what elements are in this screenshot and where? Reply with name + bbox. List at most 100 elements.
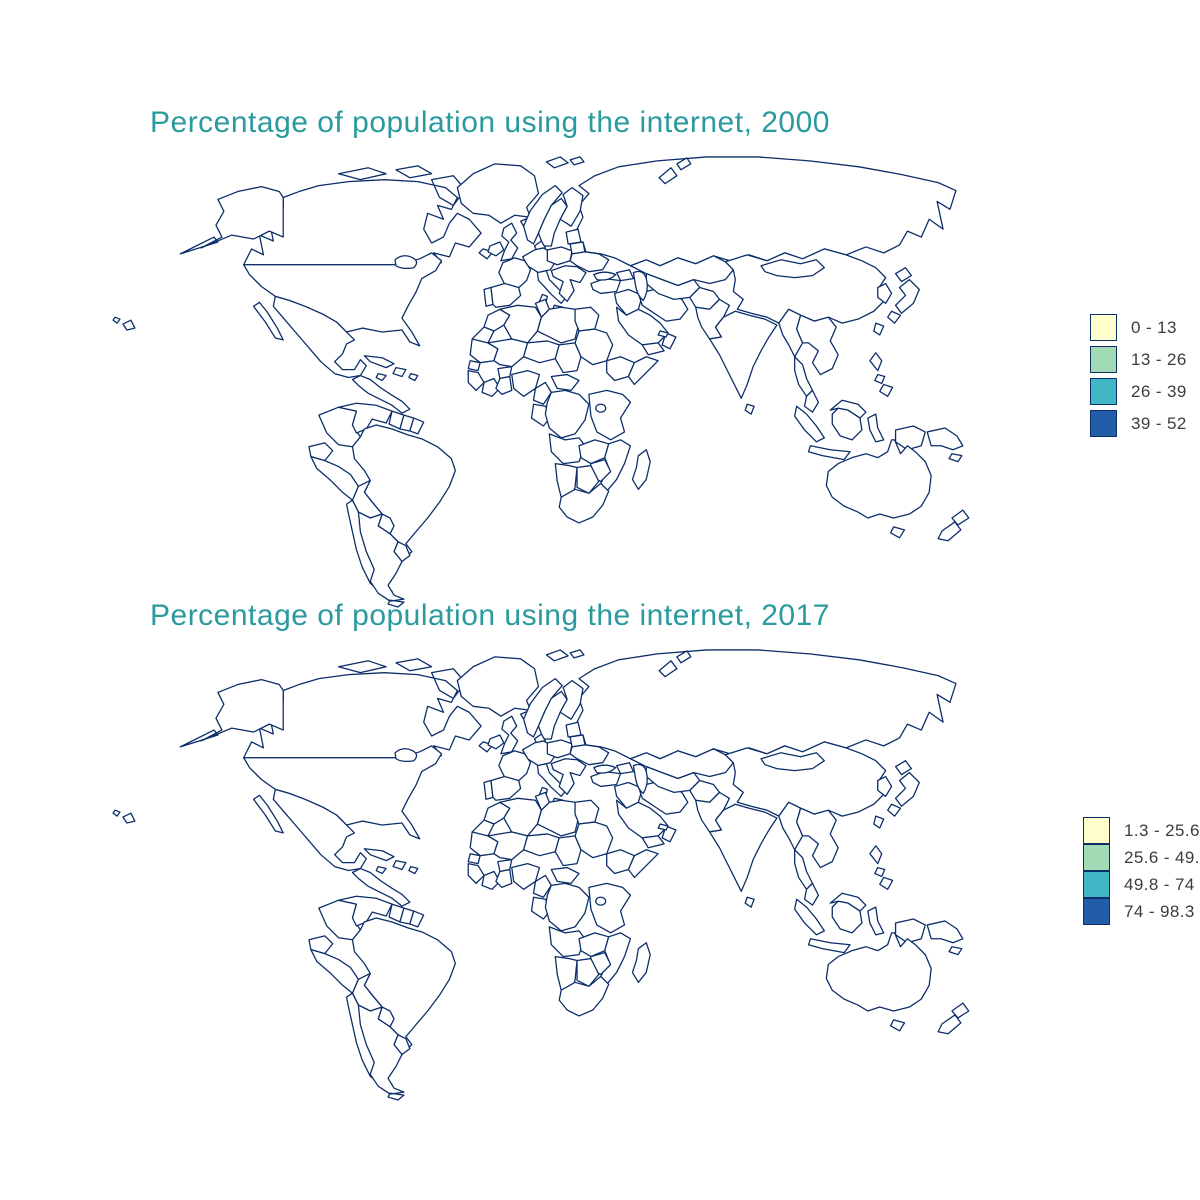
legend-row: 13 - 26: [1090, 346, 1187, 373]
country-shape: [467, 853, 481, 865]
country-shape: [590, 277, 622, 295]
country-shape: [498, 257, 532, 291]
country-shape: [873, 815, 885, 829]
country-shape: [495, 868, 513, 888]
country-shape: [658, 650, 692, 678]
country-shape: [500, 222, 519, 262]
country-shape: [357, 1004, 405, 1101]
country-shape: [576, 957, 600, 987]
country-shape: [408, 372, 419, 382]
country-shape: [456, 656, 540, 717]
country-shape: [794, 898, 825, 936]
legend-label: 13 - 26: [1131, 349, 1187, 369]
country-shape: [243, 165, 494, 266]
country-shape: [550, 866, 580, 885]
country-shape: [615, 269, 635, 282]
country-shape: [550, 265, 587, 302]
legend-2017: 1.3 - 25.6 25.6 - 49.8 49.8 - 74 74 - 98…: [1083, 817, 1200, 925]
country-shape: [867, 906, 885, 936]
legend-swatch: [1083, 871, 1110, 898]
country-shape: [894, 425, 926, 451]
country-shape: [657, 330, 669, 338]
country-shape: [559, 679, 584, 720]
country-shape: [351, 867, 411, 907]
country-shape: [873, 322, 885, 336]
country-shape: [308, 935, 334, 955]
country-shape: [544, 389, 590, 439]
country-shape: [937, 1002, 970, 1035]
legend-row: 1.3 - 25.6: [1083, 817, 1200, 844]
country-shape: [867, 413, 885, 443]
legend-2000: 0 - 13 13 - 26 26 - 39 39 - 52: [1090, 314, 1187, 437]
country-shape: [937, 509, 970, 542]
country-shape: [456, 163, 540, 224]
country-shape: [569, 744, 610, 766]
country-shape: [887, 267, 920, 324]
country-shape: [481, 377, 501, 397]
country-shape: [796, 314, 839, 376]
country-shape: [467, 369, 485, 392]
legend-swatch: [1090, 314, 1117, 341]
legend-row: 74 - 98.3: [1083, 898, 1200, 925]
country-shape: [869, 845, 894, 890]
country-shape: [409, 417, 425, 435]
country-shape: [487, 241, 505, 257]
country-shape: [252, 295, 367, 379]
country-shape: [588, 882, 632, 934]
country-shape: [112, 316, 136, 331]
country-shape: [357, 511, 405, 608]
country-shape: [550, 373, 580, 392]
legend-row: 26 - 39: [1090, 378, 1187, 405]
country-shape: [760, 259, 825, 279]
lake-shape: [394, 255, 648, 413]
country-shape: [576, 156, 957, 267]
country-shape: [409, 910, 425, 928]
country-shape: [803, 389, 820, 413]
legend-swatch: [1090, 410, 1117, 437]
country-shape: [498, 750, 532, 784]
country-shape: [500, 715, 519, 755]
country-shape: [825, 932, 932, 1032]
legend-label: 39 - 52: [1131, 413, 1187, 433]
legend-swatch: [1090, 346, 1117, 373]
legend-row: 49.8 - 74: [1083, 871, 1200, 898]
country-shape: [179, 185, 284, 255]
country-shape: [569, 251, 610, 273]
country-shape: [490, 282, 522, 308]
country-shape: [337, 402, 393, 434]
country-shape: [532, 874, 552, 898]
country-shape: [807, 938, 851, 954]
country-shape: [363, 848, 395, 862]
country-shape: [522, 340, 560, 364]
country-shape: [627, 356, 659, 386]
country-shape: [877, 282, 893, 304]
country-shape: [708, 803, 778, 892]
country-shape: [615, 762, 635, 775]
country-shape: [495, 375, 513, 395]
country-shape: [310, 949, 360, 994]
country-shape: [112, 809, 136, 824]
country-shape: [807, 445, 851, 461]
country-shape: [550, 758, 587, 795]
country-shape: [392, 859, 407, 871]
country-shape: [536, 306, 580, 344]
legend-row: 25.6 - 49.8: [1083, 844, 1200, 871]
country-shape: [467, 862, 485, 885]
country-shape: [869, 352, 894, 397]
country-shape: [408, 865, 419, 875]
country-shape: [926, 427, 964, 463]
country-shape: [310, 456, 360, 501]
country-shape: [545, 649, 585, 662]
country-shape: [467, 360, 481, 372]
country-shape: [337, 895, 393, 927]
country-shape: [724, 741, 887, 817]
legend-swatch: [1083, 898, 1110, 925]
country-shape: [532, 381, 552, 405]
country-shape: [641, 342, 665, 356]
country-shape: [565, 721, 582, 738]
country-shape: [831, 900, 863, 934]
country-shape: [877, 775, 893, 797]
legend-row: 39 - 52: [1090, 410, 1187, 437]
country-shape: [576, 464, 600, 494]
